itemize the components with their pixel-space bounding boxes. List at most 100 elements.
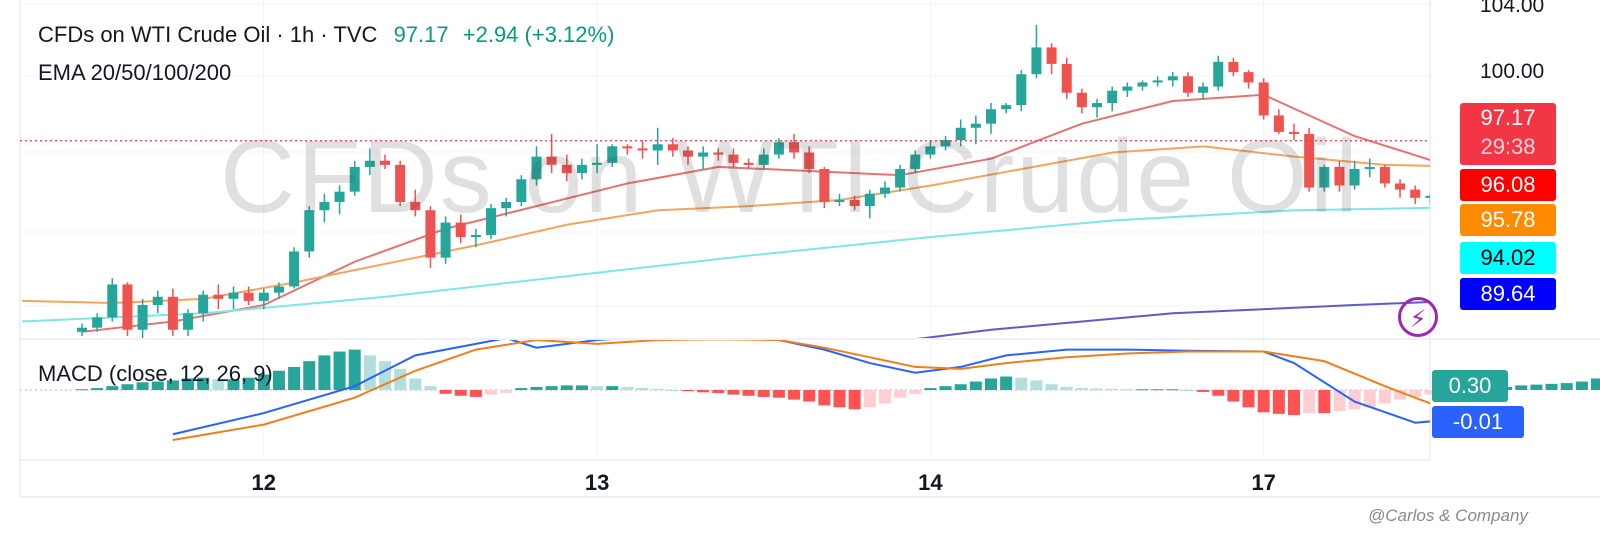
macd-histogram-bar bbox=[772, 390, 785, 398]
candle-body bbox=[864, 193, 875, 207]
candle-body bbox=[77, 327, 87, 332]
macd-histogram-bar bbox=[575, 385, 588, 390]
macd-histogram-bar bbox=[166, 380, 179, 390]
candle-body bbox=[1152, 80, 1163, 83]
macd-histogram-bar bbox=[212, 379, 225, 390]
candle-body bbox=[1425, 195, 1430, 198]
candle-body bbox=[364, 160, 375, 167]
candle-body bbox=[1592, 132, 1600, 161]
macd-line bbox=[172, 340, 1430, 436]
candle-body bbox=[970, 123, 981, 128]
macd-histogram-bar bbox=[727, 390, 740, 395]
macd-histogram-bar bbox=[666, 390, 679, 391]
candle-body bbox=[652, 144, 663, 151]
candle-body bbox=[1319, 166, 1330, 188]
candle-body bbox=[152, 296, 163, 306]
candle-body bbox=[349, 166, 360, 192]
candle-body bbox=[1243, 72, 1254, 83]
macd-histogram-bar bbox=[636, 388, 649, 390]
candle-body bbox=[1031, 47, 1042, 75]
ema-line-1 bbox=[81, 93, 1430, 333]
macd-histogram-bar bbox=[318, 355, 331, 390]
candle-body bbox=[925, 146, 936, 155]
macd-histogram-bar bbox=[833, 390, 846, 408]
macd-histogram-bar bbox=[136, 382, 149, 390]
ema100-tag: 94.02 bbox=[1460, 242, 1556, 274]
macd-histogram-bar bbox=[485, 390, 498, 395]
candle-body bbox=[910, 154, 921, 169]
candle-body bbox=[273, 286, 284, 293]
macd-histogram-bar bbox=[333, 351, 346, 390]
candle-body bbox=[183, 313, 194, 330]
macd-legend[interactable]: MACD (close, 12, 26, 9) bbox=[38, 361, 273, 386]
macd-histogram-bar bbox=[1106, 388, 1119, 390]
macd-histogram-bar bbox=[1378, 390, 1391, 404]
candle-body bbox=[1441, 188, 1451, 196]
candle-body bbox=[1167, 76, 1178, 81]
candle-body bbox=[1213, 61, 1224, 87]
candle-body bbox=[380, 160, 390, 165]
candle-body bbox=[1092, 103, 1103, 108]
candle-body bbox=[107, 284, 118, 318]
candle-body bbox=[576, 164, 587, 174]
symbol-legend[interactable]: CFDs on WTI Crude Oil · 1h · TVC 97.17 +… bbox=[38, 22, 614, 48]
candle-body bbox=[758, 154, 769, 165]
candle-body bbox=[637, 148, 648, 151]
ema-legend[interactable]: EMA 20/50/100/200 bbox=[38, 60, 232, 85]
date-tick-14: 14 bbox=[918, 470, 943, 495]
lightning-icon[interactable]: ⚡ bbox=[1398, 297, 1438, 337]
candle-body bbox=[773, 142, 784, 155]
candle-body bbox=[1001, 105, 1012, 110]
candle-body bbox=[1379, 166, 1390, 184]
watermark-credit: @Carlos & Company bbox=[1368, 506, 1528, 525]
price-tick-104: 104.00 bbox=[1480, 0, 1545, 17]
macd-histogram-bar bbox=[1091, 388, 1104, 390]
macd-histogram-bar bbox=[409, 378, 422, 390]
date-tick-17: 17 bbox=[1251, 470, 1276, 495]
macd-histogram-bar bbox=[394, 368, 407, 390]
macd-histogram-bar bbox=[1591, 378, 1600, 390]
candle-body bbox=[1061, 63, 1072, 93]
macd-histogram-bar bbox=[1121, 389, 1134, 391]
candle-body bbox=[92, 317, 103, 328]
macd-histogram-bar bbox=[197, 377, 210, 390]
macd-histogram-bar bbox=[1015, 377, 1028, 390]
candle-body bbox=[667, 144, 678, 151]
macd-histogram-bar bbox=[91, 388, 104, 390]
candle-body bbox=[425, 210, 436, 258]
candle-body bbox=[1289, 131, 1299, 134]
macd-histogram-bar bbox=[1060, 386, 1073, 390]
macd-histogram-bar bbox=[712, 390, 725, 394]
macd-histogram-bar bbox=[651, 388, 664, 390]
candle-body bbox=[804, 152, 815, 169]
macd-histogram-bar bbox=[818, 390, 831, 406]
macd-histogram-bar bbox=[530, 386, 543, 390]
candle-body bbox=[895, 169, 906, 188]
macd-histogram-bar bbox=[439, 390, 452, 394]
candle-body bbox=[834, 199, 845, 202]
macd-histogram-bar bbox=[1030, 380, 1043, 390]
candle-body bbox=[1258, 82, 1269, 116]
candle-body bbox=[455, 222, 466, 238]
macd-histogram-bar bbox=[803, 390, 816, 402]
candle-body bbox=[213, 294, 224, 299]
macd-histogram-bar bbox=[424, 386, 437, 390]
macd-histogram-bar bbox=[924, 388, 937, 390]
macd-histogram-bar bbox=[1409, 390, 1422, 397]
macd-histogram-bar bbox=[1318, 390, 1331, 414]
macd-histogram-bar bbox=[1212, 390, 1225, 396]
macd-histogram-bar bbox=[545, 386, 558, 390]
candle-body bbox=[1107, 90, 1118, 104]
candle-body bbox=[531, 156, 542, 180]
macd-histogram-bar bbox=[1242, 390, 1255, 408]
macd-histogram-bar bbox=[1530, 384, 1543, 390]
macd-tag: 0.30 bbox=[1432, 370, 1508, 402]
macd-histogram-bar bbox=[227, 379, 240, 390]
macd-histogram-bar bbox=[939, 386, 952, 390]
signal-tag: -0.01 bbox=[1432, 406, 1524, 438]
macd-histogram-bar bbox=[1257, 390, 1270, 413]
candle-body bbox=[1349, 169, 1360, 186]
macd-histogram-bar bbox=[515, 388, 528, 390]
macd-histogram-bar bbox=[1151, 389, 1164, 391]
macd-histogram-bar bbox=[560, 385, 573, 390]
